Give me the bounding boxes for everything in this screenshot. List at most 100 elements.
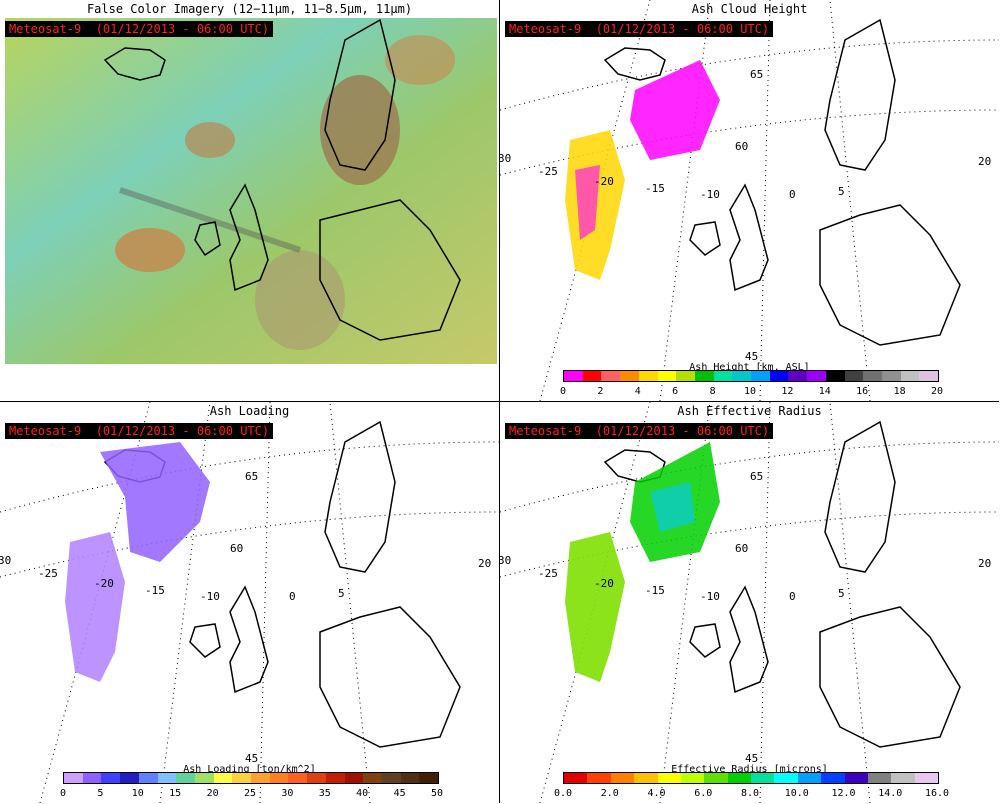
colorbar-swatch (344, 773, 364, 783)
colorbar-swatch (825, 371, 845, 381)
colorbar-swatch (867, 773, 892, 783)
colorbar-swatch (751, 371, 770, 381)
colorbar-swatch (769, 371, 789, 381)
colorbar-tick-label: 16 (856, 386, 869, 397)
colorbar-swatch (634, 773, 658, 783)
svg-text:65: 65 (750, 68, 763, 81)
svg-text:60: 60 (230, 542, 243, 555)
colorbar-tick-label: 8.0 (740, 788, 760, 799)
panel-title: Ash Effective Radius (677, 404, 822, 418)
colorbar-swatch (704, 773, 728, 783)
timestamp-label: Meteosat-9 (01/12/2013 - 06:00 UTC) (5, 423, 274, 439)
colorbar-tick-label: 20 (930, 386, 944, 397)
colorbar-tick-label: 6.0 (694, 788, 713, 799)
colorbar-swatch (620, 371, 639, 381)
colorbar-swatch (564, 773, 588, 783)
colorbar-swatch (269, 773, 289, 783)
colorbar-tick-label: 12 (781, 386, 794, 397)
effective-radius-panel: 65 60 30 -25 -20 -15 -10 0 5 20 45 Ash Effect… (500, 402, 999, 803)
colorbar-swatch (727, 773, 751, 783)
colorbar-swatch (751, 773, 775, 783)
colorbar-tick-label: 4.0 (647, 788, 666, 799)
colorbar-swatch (194, 773, 214, 783)
colorbar-tick-label: 35 (318, 788, 331, 799)
false-color-map (5, 18, 497, 364)
svg-text:20: 20 (978, 557, 991, 570)
colorbar-swatch (419, 773, 439, 783)
svg-text:-10: -10 (700, 590, 720, 603)
colorbar-tick-label: 14.0 (878, 788, 903, 799)
colorbar-tick-label: 10 (131, 788, 144, 799)
svg-text:0: 0 (289, 590, 296, 603)
colorbar-tick-label: 0 (59, 788, 67, 799)
colorbar-swatch (788, 371, 808, 381)
colorbar-tick-label: 14 (818, 386, 831, 397)
colorbar-swatch (213, 773, 233, 783)
colorbar-tick-label: 30 (281, 788, 294, 799)
svg-text:-25: -25 (538, 165, 558, 178)
svg-text:30: 30 (500, 152, 511, 165)
ash-loading-panel: 65 60 30 -25 -20 -15 -10 0 5 20 45 Ash Loadin… (0, 402, 500, 803)
colorbar-swatch (807, 371, 826, 381)
effective-radius-map: 65 60 30 -25 -20 -15 -10 0 5 20 45 (500, 402, 999, 803)
colorbar-swatch (774, 773, 798, 783)
colorbar-tick-label: 45 (393, 788, 406, 799)
colorbar-swatch (564, 371, 583, 381)
svg-text:-25: -25 (38, 567, 58, 580)
svg-text:5: 5 (338, 587, 345, 600)
colorbar-swatch (64, 773, 83, 783)
svg-text:-25: -25 (538, 567, 558, 580)
svg-text:0: 0 (789, 590, 796, 603)
colorbar-swatch (582, 371, 602, 381)
colorbar-swatch (325, 773, 345, 783)
colorbar-tick-label: 15 (169, 788, 182, 799)
colorbar-ticks: 0 2 4 6 8 10 12 14 16 18 20 (559, 386, 943, 398)
colorbar-tick-label: 8 (709, 386, 716, 397)
colorbar-tick-label: 40 (356, 788, 369, 799)
colorbar-swatch (638, 371, 658, 381)
colorbar-title: Ash Loading [ton/km^2] (183, 764, 316, 775)
colorbar-swatch (101, 773, 121, 783)
colorbar-swatch (900, 371, 920, 381)
colorbar-swatch (307, 773, 326, 783)
svg-text:5: 5 (838, 185, 845, 198)
svg-text:60: 60 (735, 140, 748, 153)
colorbar (563, 772, 939, 784)
svg-text:0: 0 (789, 188, 796, 201)
svg-text:30: 30 (500, 554, 511, 567)
svg-text:-20: -20 (594, 175, 614, 188)
colorbar-tick-label: 5 (97, 788, 104, 799)
colorbar-title: Effective Radius [microns] (671, 764, 828, 775)
panel-title: False Color Imagery (12−11µm, 11−8.5µm, … (86, 2, 413, 16)
svg-text:45: 45 (245, 752, 258, 765)
colorbar-swatch (891, 773, 915, 783)
svg-text:-15: -15 (645, 584, 665, 597)
colorbar-swatch (713, 371, 733, 381)
svg-text:20: 20 (978, 155, 991, 168)
colorbar-tick-label: 20 (206, 788, 219, 799)
colorbar-tick-label: 4 (634, 386, 641, 397)
colorbar-title: Ash Height [km, ASL] (689, 362, 810, 373)
svg-text:-15: -15 (645, 182, 665, 195)
colorbar-tick-label: 0.0 (553, 788, 573, 799)
colorbar-swatch (601, 371, 621, 381)
svg-text:30: 30 (0, 554, 11, 567)
colorbar-swatch (694, 371, 714, 381)
svg-text:65: 65 (750, 470, 763, 483)
colorbar-tick-label: 18 (893, 386, 906, 397)
colorbar-swatch (657, 773, 681, 783)
colorbar-swatch (82, 773, 102, 783)
svg-text:5: 5 (838, 587, 845, 600)
colorbar-swatch (157, 773, 177, 783)
colorbar-swatch (381, 773, 401, 783)
colorbar-swatch (881, 371, 901, 381)
colorbar-tick-label: 10.0 (784, 788, 809, 799)
colorbar-swatch (732, 371, 752, 381)
false-color-panel: False Color Imagery (12−11µm, 11−8.5µm, … (0, 0, 500, 402)
colorbar-tick-label: 25 (243, 788, 257, 799)
colorbar-tick-label: 10 (743, 386, 757, 397)
colorbar-swatch (610, 773, 635, 783)
colorbar-ticks: 0.0 2.0 4.0 6.0 8.0 10.0 12.0 14.0 16.0 (554, 788, 949, 800)
colorbar-tick-label: 0 (559, 386, 567, 397)
